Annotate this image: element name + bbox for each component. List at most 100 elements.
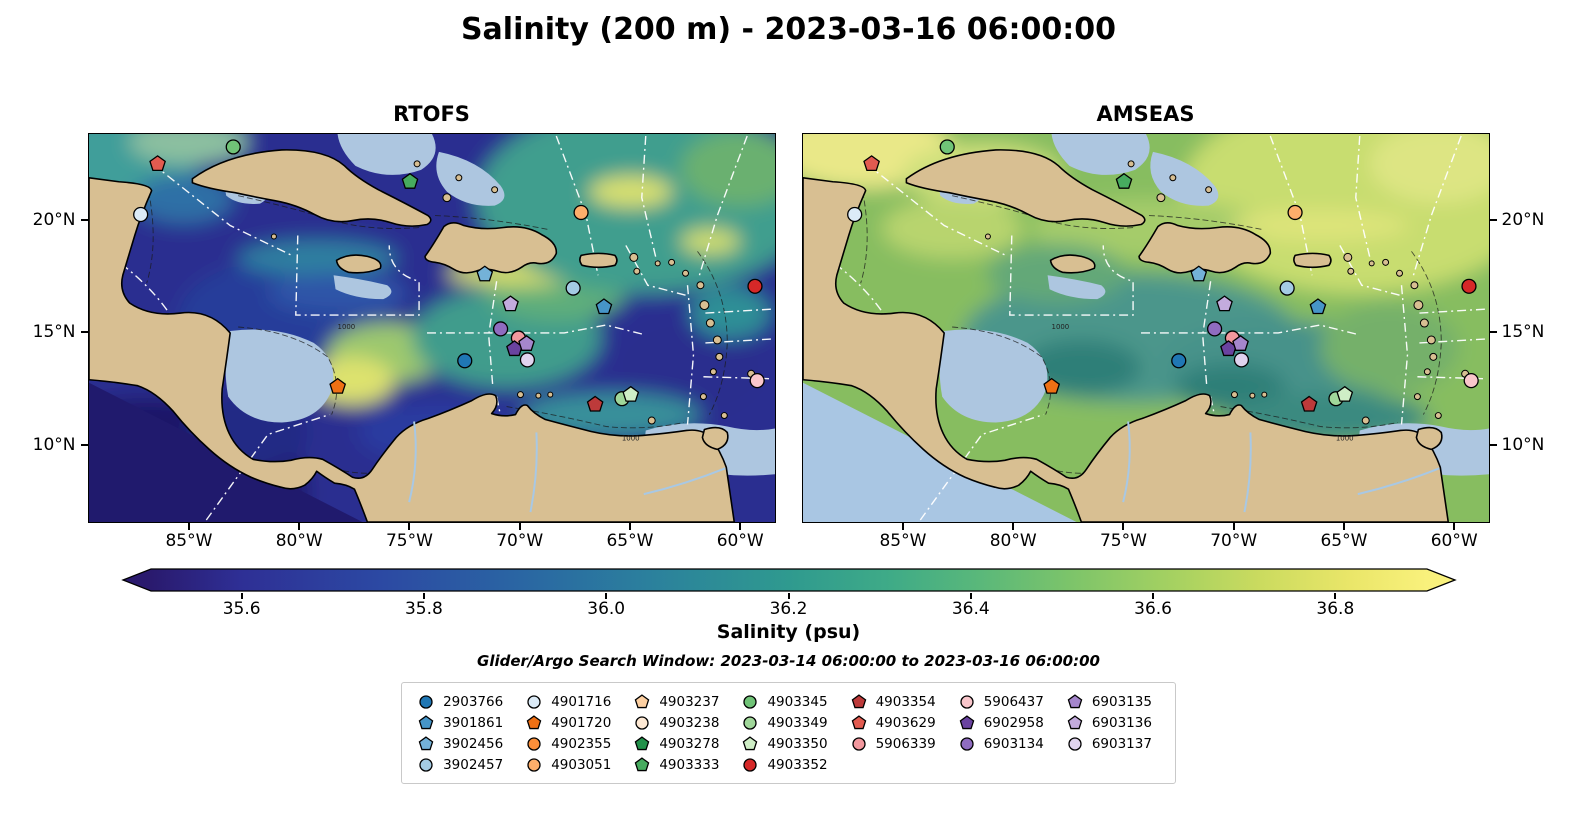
colorbar-tick-label: 36.8	[1316, 599, 1355, 619]
marker-4903354	[1300, 395, 1318, 412]
legend-item-4903278: 4903278	[626, 733, 734, 754]
circle-marker-icon	[743, 715, 758, 730]
x-tick	[1342, 523, 1345, 530]
x-tick	[187, 523, 190, 530]
pentagon-marker-icon	[634, 693, 650, 708]
marker-3902456	[1189, 265, 1207, 282]
pentagon-marker-icon	[418, 735, 434, 750]
amseas-panel: AMSEAS	[801, 99, 1490, 553]
x-tick	[518, 523, 521, 530]
legend-item-6903136: 6903136	[1059, 712, 1167, 733]
marker-3901861	[1309, 298, 1326, 315]
legend-label: 4903345	[767, 693, 828, 710]
pentagon-marker-icon	[634, 735, 650, 750]
legend-label: 3902457	[443, 756, 504, 773]
amseas-map: 1000 1000	[801, 133, 1490, 523]
marker-6903134	[1206, 321, 1222, 337]
x-tick	[1453, 523, 1456, 530]
colorbar-tick	[787, 593, 790, 599]
y-tick	[80, 443, 88, 446]
colorbar-tick-label: 36.4	[951, 599, 990, 619]
marker-6903136	[501, 295, 519, 312]
colorbar-bar	[120, 568, 1457, 592]
rtofs-panel: RTOFS	[87, 99, 776, 553]
colorbar-tick	[1334, 593, 1337, 599]
colorbar-tick	[969, 593, 972, 599]
circle-marker-icon	[527, 694, 541, 709]
circle-marker-icon	[851, 736, 866, 751]
y-tick-label: 10°N	[1501, 434, 1545, 455]
x-tick	[739, 523, 742, 530]
rtofs-panel-title: RTOFS	[393, 102, 470, 126]
legend-item-4901716: 4901716	[518, 691, 626, 712]
legend-label: 4903350	[767, 735, 828, 752]
x-tick	[298, 523, 301, 530]
amseas-panel-title: AMSEAS	[1096, 102, 1195, 126]
legend-item-4903354: 4903354	[843, 691, 951, 712]
y-tick-label: 20°N	[1501, 210, 1545, 231]
legend-item-4903352: 4903352	[734, 754, 842, 775]
y-tick-label: 20°N	[32, 210, 76, 231]
legend-label: 4903349	[767, 714, 828, 731]
marker-4903051	[1286, 204, 1303, 221]
legend-item-5906339: 5906339	[843, 733, 951, 754]
pentagon-marker-icon	[526, 714, 542, 729]
marker-4903629	[148, 155, 166, 172]
legend-label: 4903278	[659, 735, 720, 752]
legend-item-4901720: 4901720	[518, 712, 626, 733]
marker-3901861	[595, 298, 612, 315]
legend-label: 4901720	[551, 714, 612, 731]
legend-label: 2903766	[443, 693, 504, 710]
maps-row: 20°N 15°N 10°N RTOFS	[0, 99, 1577, 553]
marker-3902456	[475, 265, 493, 282]
legend-item-4903629: 4903629	[843, 712, 951, 733]
pentagon-marker-icon	[634, 756, 650, 771]
legend-item-6903135: 6903135	[1059, 691, 1167, 712]
x-tick-label: 75°W	[385, 531, 433, 551]
x-tick	[901, 523, 904, 530]
legend-label: 4902355	[551, 735, 612, 752]
legend-item-4903238: 4903238	[626, 712, 734, 733]
legend-item-3902457: 3902457	[410, 754, 518, 775]
x-tick-label: 85°W	[879, 531, 927, 551]
x-tick-label: 65°W	[606, 531, 654, 551]
legend-item-5906437: 5906437	[951, 691, 1059, 712]
x-tick	[1122, 523, 1125, 530]
x-tick-label: 70°W	[1210, 531, 1258, 551]
marker-3902457	[565, 280, 581, 296]
legend-label: 4903238	[659, 714, 720, 731]
legend-item-4903051: 4903051	[518, 754, 626, 775]
legend-item-6903134: 6903134	[951, 733, 1059, 754]
marker-6903137	[1233, 352, 1249, 368]
x-tick	[1012, 523, 1015, 530]
legend-label: 4901716	[551, 693, 612, 710]
circle-marker-icon	[960, 736, 974, 751]
circle-marker-icon	[743, 694, 758, 709]
legend-label: 6903135	[1091, 693, 1152, 710]
x-tick-label: 70°W	[496, 531, 544, 551]
x-tick-label: 60°W	[716, 531, 764, 551]
x-tick-label: 80°W	[275, 531, 323, 551]
legend-column: 4903345 4903349 4903350 4903352	[734, 691, 842, 775]
marker-6903135	[517, 335, 535, 351]
legend-label: 6902958	[983, 714, 1044, 731]
legend-item-3902456: 3902456	[410, 733, 518, 754]
y-axis-labels-left: 20°N 15°N 10°N	[32, 133, 88, 523]
contour-label: 1000	[337, 323, 355, 331]
marker-4901716	[132, 206, 148, 223]
legend-label: 4903352	[767, 756, 828, 773]
colorbar: 35.6 35.8 36.0 36.2 36.4 36.6 36.8	[120, 567, 1457, 619]
y-tick	[80, 331, 88, 334]
colorbar-tick	[240, 593, 243, 599]
x-tick	[628, 523, 631, 530]
legend-column: 6903135 6903136 6903137	[1059, 691, 1167, 775]
marker-6903137	[519, 352, 535, 368]
legend-label: 3901861	[443, 714, 504, 731]
legend-item-4903333: 4903333	[626, 754, 734, 775]
legend-label: 4903237	[659, 693, 720, 710]
glider-markers	[132, 139, 765, 412]
colorbar-tick-label: 36.6	[1134, 599, 1172, 619]
marker-4903350	[1335, 385, 1353, 402]
y-tick-label: 10°N	[32, 434, 76, 455]
glider-markers	[846, 139, 1479, 412]
